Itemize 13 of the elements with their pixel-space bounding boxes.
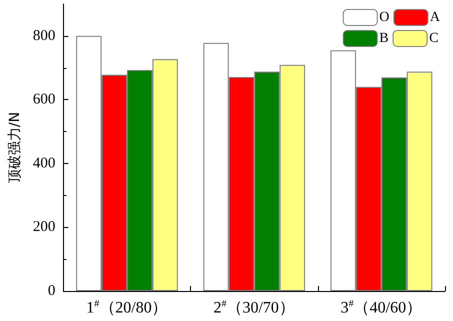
legend-label: O [379, 10, 390, 25]
x-tick-label: 1#（20/80） [86, 298, 168, 316]
y-tick-label: 600 [32, 92, 56, 108]
legend-label: B [379, 31, 389, 46]
x-tick-label: 2#（30/70） [213, 298, 295, 316]
y-axis-title: 顶破强力/N [7, 112, 23, 184]
y-tick-label: 800 [32, 28, 56, 44]
y-tick-label: 400 [32, 155, 56, 172]
x-tick-label: 3#（40/60） [340, 298, 422, 316]
legend-label: A [430, 10, 441, 25]
legend-label: C [429, 31, 438, 46]
y-tick-label: 200 [32, 219, 56, 236]
y-tick-label: 0 [48, 283, 56, 299]
